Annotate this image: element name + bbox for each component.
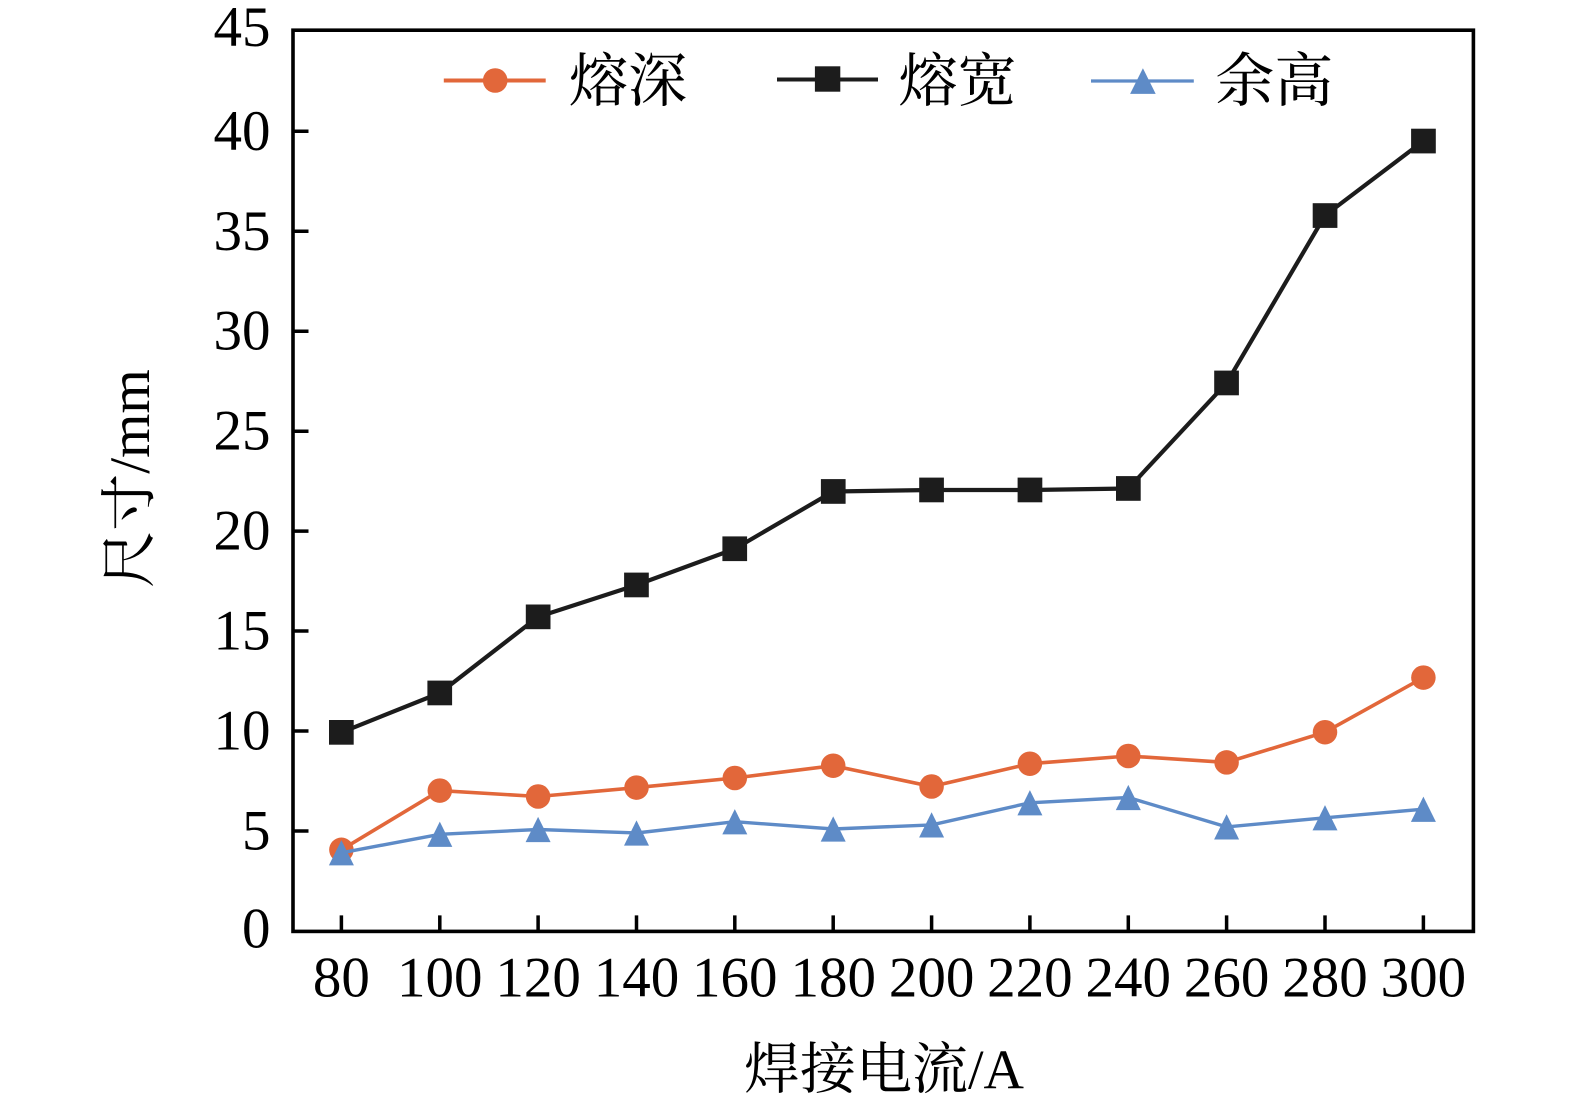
svg-text:260: 260 <box>1184 947 1270 1010</box>
svg-text:220: 220 <box>987 947 1073 1010</box>
svg-text:15: 15 <box>214 600 271 663</box>
svg-text:25: 25 <box>214 400 271 463</box>
svg-text:80: 80 <box>313 947 370 1010</box>
svg-text:180: 180 <box>790 947 876 1010</box>
svg-text:/A: /A <box>968 1039 1025 1101</box>
svg-text:5: 5 <box>242 800 271 863</box>
svg-text:/mm: /mm <box>99 369 162 474</box>
svg-text:35: 35 <box>214 200 271 263</box>
svg-text:0: 0 <box>242 897 271 960</box>
svg-text:120: 120 <box>495 947 581 1010</box>
svg-text:45: 45 <box>214 0 271 59</box>
svg-text:20: 20 <box>214 500 271 563</box>
svg-text:300: 300 <box>1381 947 1467 1010</box>
svg-text:140: 140 <box>594 947 680 1010</box>
svg-text:160: 160 <box>692 947 778 1010</box>
svg-text:10: 10 <box>214 700 271 763</box>
svg-text:30: 30 <box>214 300 271 363</box>
svg-text:40: 40 <box>214 100 271 163</box>
svg-text:240: 240 <box>1086 947 1172 1010</box>
svg-text:100: 100 <box>397 947 483 1010</box>
svg-text:200: 200 <box>889 947 975 1010</box>
svg-text:280: 280 <box>1282 947 1368 1010</box>
